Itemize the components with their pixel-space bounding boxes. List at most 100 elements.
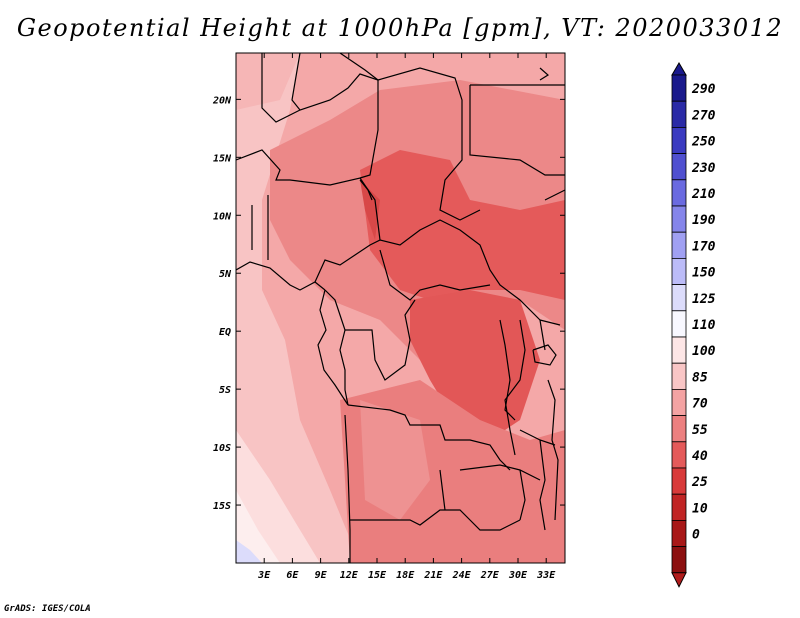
colorbar-segment bbox=[671, 257, 687, 285]
colorbar-segment bbox=[671, 231, 687, 259]
chart-title: Geopotential Height at 1000hPa [gpm], VT… bbox=[16, 14, 784, 42]
colorbar-level-label: 210 bbox=[691, 187, 716, 202]
colorbar-level-label: 100 bbox=[692, 344, 716, 359]
border-line bbox=[379, 219, 546, 351]
field-darkest bbox=[360, 180, 380, 240]
lon-tick-label: 18E bbox=[396, 570, 415, 581]
border-line bbox=[519, 469, 526, 521]
lon-tick-label: 9E bbox=[315, 570, 328, 581]
colorbar-segment bbox=[671, 74, 687, 102]
colorbar-segment bbox=[671, 362, 687, 390]
colorbar-segment bbox=[671, 179, 687, 207]
colorbar-top-arrow bbox=[671, 62, 687, 76]
lon-tick-label: 21E bbox=[423, 570, 443, 581]
colorbar-level-label: 230 bbox=[691, 161, 716, 176]
field-ocean-blue bbox=[236, 540, 262, 563]
colorbar-level-label: 250 bbox=[691, 135, 716, 150]
lat-tick-label: 15N bbox=[213, 153, 232, 164]
field-ocean-pale bbox=[236, 490, 280, 563]
coastline bbox=[236, 261, 326, 291]
colorbar-level-label: 0 bbox=[692, 528, 700, 543]
colorbar-level-label: 290 bbox=[691, 82, 716, 97]
colorbar-bottom-arrow bbox=[671, 572, 687, 588]
lon-tick-label: 3E bbox=[257, 570, 271, 581]
colorbar-segment bbox=[671, 493, 687, 521]
border-line bbox=[504, 319, 526, 456]
colorbar-level-label: 40 bbox=[692, 449, 708, 464]
colorbar-segment bbox=[671, 205, 687, 233]
border-line bbox=[324, 289, 349, 406]
border-line bbox=[539, 439, 546, 531]
field-ocean-light bbox=[236, 53, 360, 563]
border-line bbox=[350, 509, 521, 531]
border-line bbox=[291, 53, 301, 111]
colorbar-level-label: 10 bbox=[692, 501, 708, 516]
colorbar-segment bbox=[671, 546, 687, 574]
colorbar-level-label: 190 bbox=[692, 213, 716, 228]
colorbar-segment bbox=[671, 336, 687, 364]
colorbar-segment bbox=[671, 153, 687, 181]
height-field bbox=[236, 53, 565, 563]
lat-tick-label: 20N bbox=[212, 95, 232, 106]
border-line bbox=[544, 189, 565, 201]
lat-tick-label: EQ bbox=[219, 327, 231, 338]
lon-tick-label: 24E bbox=[452, 570, 472, 581]
coastline bbox=[547, 379, 559, 521]
colorbar-segment bbox=[671, 415, 687, 443]
lat-axis: 20N 15N 10N 5N EQ 5S 10S 15S bbox=[212, 95, 565, 512]
colorbar-level-label: 150 bbox=[692, 266, 716, 281]
lake-chad bbox=[359, 179, 373, 201]
colorbar-level-label: 25 bbox=[691, 475, 708, 490]
coast-fragment bbox=[539, 67, 550, 81]
border-line bbox=[379, 249, 491, 301]
border-line bbox=[459, 464, 541, 481]
border-line bbox=[344, 414, 351, 563]
grads-credit: GrADS: IGES/COLA bbox=[4, 604, 91, 614]
colorbar-segment bbox=[671, 284, 687, 312]
colorbar-segment bbox=[671, 127, 687, 155]
field-dark-north bbox=[360, 150, 565, 300]
border-line bbox=[439, 469, 446, 511]
lat-tick-label: 10S bbox=[213, 443, 231, 454]
lat-tick-label: 10N bbox=[213, 211, 232, 222]
border-line bbox=[347, 404, 511, 471]
colorbar-segment bbox=[671, 310, 687, 338]
colorbar-segment bbox=[671, 100, 687, 128]
colorbar-segment bbox=[671, 388, 687, 416]
colorbar-level-label: 110 bbox=[692, 318, 716, 333]
country-borders bbox=[236, 53, 565, 563]
lake-victoria bbox=[532, 344, 557, 366]
field-angola bbox=[360, 400, 430, 520]
lat-tick-label: 15S bbox=[213, 501, 231, 512]
colorbar-level-label: 70 bbox=[692, 397, 708, 412]
lon-tick-label: 15E bbox=[368, 570, 387, 581]
map-frame bbox=[235, 52, 566, 564]
lat-tick-label: 5S bbox=[219, 385, 231, 396]
lon-tick-label: 12E bbox=[340, 570, 359, 581]
field-dark-congo bbox=[410, 290, 540, 440]
colorbar-level-label: 270 bbox=[691, 108, 716, 123]
lon-tick-label: 6E bbox=[286, 570, 299, 581]
colorbar-level-label: 170 bbox=[692, 239, 716, 254]
border-line bbox=[261, 53, 379, 179]
border-line bbox=[469, 85, 565, 176]
border-line bbox=[345, 299, 416, 381]
colorbar-segment bbox=[671, 520, 687, 548]
lat-tick-label: 5N bbox=[219, 269, 232, 280]
coastline bbox=[317, 289, 349, 406]
colorbar-segment bbox=[671, 467, 687, 495]
lake-tanganyika bbox=[499, 319, 516, 421]
colorbar-level-label: 55 bbox=[692, 423, 708, 438]
border-line bbox=[339, 53, 379, 81]
lon-tick-label: 33E bbox=[536, 570, 556, 581]
border-line bbox=[377, 67, 481, 221]
colorbar: 2902702502302101901701501251101008570554… bbox=[671, 62, 716, 588]
colorbar-segment bbox=[671, 441, 687, 469]
lon-tick-label: 27E bbox=[480, 570, 500, 581]
colorbar-level-label: 125 bbox=[692, 292, 716, 307]
lon-tick-label: 30E bbox=[508, 570, 528, 581]
lon-axis: 3E 6E 9E 12E 15E 18E 21E 24E 27E 30E 33E bbox=[257, 53, 556, 581]
colorbar-level-label: 85 bbox=[692, 370, 708, 385]
field-nw bbox=[236, 53, 300, 110]
